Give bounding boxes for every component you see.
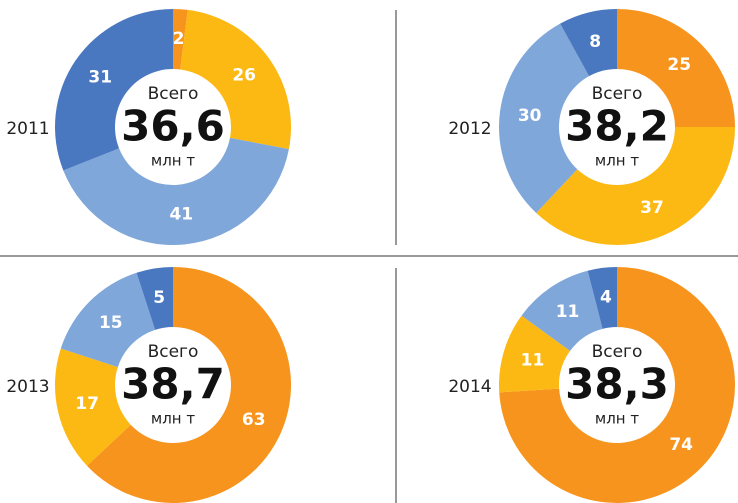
center-value: 38,2 [565, 102, 669, 151]
segment-label: 41 [169, 205, 193, 225]
center-unit: млн т [151, 152, 195, 170]
center-top: Всего [592, 342, 643, 362]
donut-segment [86, 267, 291, 503]
donut-segment [499, 23, 590, 214]
center-unit: млн т [595, 152, 639, 170]
center-unit: млн т [595, 410, 639, 428]
center-top: Всего [148, 84, 199, 104]
center-top: Всего [592, 84, 643, 104]
segment-label: 8 [589, 32, 601, 52]
center-unit: млн т [151, 410, 195, 428]
center-value: 38,7 [121, 360, 225, 409]
donut-segment [560, 9, 617, 77]
donut-segment [521, 270, 603, 351]
segment-label: 15 [99, 313, 123, 333]
donut-segment [54, 9, 173, 171]
year-label: 2013 [6, 377, 49, 397]
segment-label: 30 [518, 106, 542, 126]
segment-label: 11 [521, 350, 545, 370]
donut-segment [498, 315, 571, 393]
year-label: 2011 [6, 119, 49, 139]
segment-label: 31 [88, 68, 112, 88]
center-top: Всего [148, 342, 199, 362]
donut-segment [136, 267, 173, 330]
donut-segment [180, 9, 291, 150]
donut-segment [60, 272, 156, 368]
year-label: 2012 [448, 119, 491, 139]
donut-segment [499, 267, 735, 503]
year-label: 2014 [448, 377, 491, 397]
segment-label: 37 [640, 198, 664, 218]
segment-label: 74 [669, 435, 693, 455]
center-value: 36,6 [121, 102, 225, 151]
segment-label: 17 [75, 394, 99, 414]
segment-label: 11 [556, 302, 580, 322]
donut-segment [173, 9, 188, 70]
donut-segment [617, 9, 735, 127]
segment-label: 2 [173, 29, 185, 49]
segment-label: 63 [242, 410, 266, 430]
donut-segment [63, 137, 289, 245]
segment-label: 5 [153, 288, 165, 308]
donut-segment [536, 127, 735, 245]
segment-label: 25 [667, 55, 691, 75]
center-value: 38,3 [565, 360, 669, 409]
donut-segment [54, 348, 131, 466]
donut-segment [587, 267, 617, 329]
segment-label: 4 [600, 288, 612, 308]
segment-label: 26 [232, 65, 256, 85]
